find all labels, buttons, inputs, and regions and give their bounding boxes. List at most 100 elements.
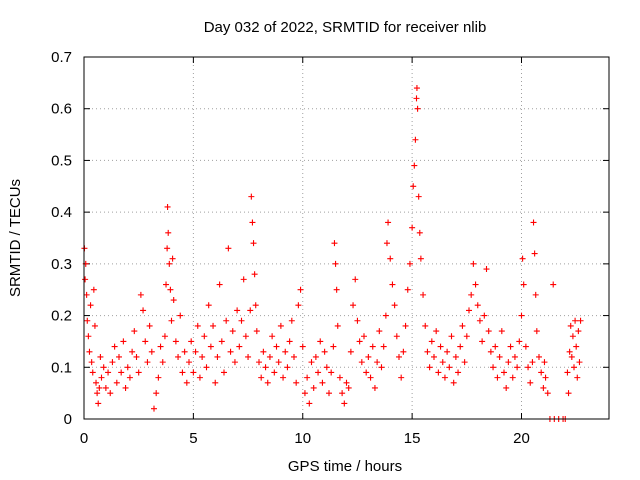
data-point bbox=[116, 353, 122, 360]
y-tick-label: 0 bbox=[64, 411, 72, 428]
x-tick-label: 5 bbox=[189, 430, 197, 447]
data-point bbox=[306, 400, 313, 407]
data-point bbox=[514, 364, 521, 371]
data-point bbox=[273, 343, 280, 350]
data-point bbox=[505, 359, 512, 366]
data-point bbox=[389, 281, 396, 288]
data-point bbox=[479, 338, 486, 345]
data-point bbox=[470, 260, 477, 267]
data-point bbox=[367, 374, 374, 381]
data-point bbox=[446, 364, 453, 371]
data-point bbox=[169, 255, 176, 262]
data-point bbox=[165, 229, 172, 236]
data-point bbox=[468, 291, 475, 298]
data-point bbox=[82, 276, 89, 283]
data-point bbox=[374, 359, 381, 366]
data-point bbox=[572, 317, 579, 324]
data-point bbox=[332, 260, 339, 267]
data-point bbox=[567, 322, 574, 329]
y-tick-label: 0.6 bbox=[51, 101, 72, 118]
data-point bbox=[164, 245, 171, 252]
data-point bbox=[437, 343, 444, 350]
data-point bbox=[212, 379, 219, 386]
data-point bbox=[245, 353, 252, 360]
data-point bbox=[341, 400, 348, 407]
data-point bbox=[576, 359, 583, 366]
data-point bbox=[334, 322, 341, 329]
data-point bbox=[503, 384, 510, 391]
data-point bbox=[269, 333, 276, 340]
data-point bbox=[496, 353, 503, 360]
data-point bbox=[330, 343, 337, 350]
data-point bbox=[288, 317, 295, 324]
data-point bbox=[441, 374, 448, 381]
data-point bbox=[365, 353, 372, 360]
data-point bbox=[507, 343, 514, 350]
data-point bbox=[536, 353, 542, 360]
data-point bbox=[312, 353, 319, 360]
data-point bbox=[225, 245, 232, 252]
data-point bbox=[424, 348, 431, 355]
data-point bbox=[361, 333, 367, 340]
data-point bbox=[216, 281, 223, 288]
data-point bbox=[177, 312, 184, 319]
data-point bbox=[249, 219, 256, 226]
data-point bbox=[533, 328, 540, 335]
data-point bbox=[181, 348, 188, 355]
data-point bbox=[166, 260, 173, 267]
data-point bbox=[450, 379, 457, 386]
data-point bbox=[159, 359, 166, 366]
data-point bbox=[129, 348, 136, 355]
data-point bbox=[297, 286, 304, 293]
data-series-srmtid bbox=[81, 85, 584, 422]
data-point bbox=[376, 328, 383, 335]
data-point bbox=[96, 384, 103, 391]
data-point bbox=[396, 353, 402, 360]
data-point bbox=[295, 302, 302, 309]
data-point bbox=[238, 317, 245, 324]
y-tick-label: 0.2 bbox=[51, 308, 72, 325]
data-point bbox=[319, 379, 326, 386]
data-point bbox=[352, 276, 359, 283]
data-point bbox=[527, 379, 534, 386]
data-point bbox=[566, 348, 573, 355]
data-point bbox=[544, 390, 551, 397]
data-point bbox=[519, 255, 526, 262]
data-point bbox=[522, 343, 529, 350]
data-point bbox=[452, 353, 459, 360]
data-point bbox=[100, 364, 107, 371]
data-point bbox=[299, 343, 306, 350]
data-point bbox=[186, 359, 192, 366]
data-point bbox=[574, 374, 581, 381]
data-point bbox=[196, 374, 203, 381]
data-point bbox=[234, 307, 241, 314]
data-point bbox=[91, 322, 98, 329]
data-point bbox=[118, 369, 125, 376]
data-point bbox=[126, 374, 133, 381]
data-point bbox=[455, 369, 462, 376]
data-point bbox=[83, 291, 90, 298]
data-point bbox=[573, 343, 580, 350]
data-point bbox=[565, 390, 572, 397]
data-point bbox=[402, 322, 409, 329]
data-point bbox=[163, 281, 170, 288]
grid bbox=[84, 57, 609, 419]
data-point bbox=[509, 374, 516, 381]
data-point bbox=[347, 348, 354, 355]
data-point bbox=[247, 307, 254, 314]
data-point bbox=[474, 302, 481, 309]
data-point bbox=[282, 348, 289, 355]
x-tick-labels: 0 5 10 15 20 bbox=[80, 430, 530, 447]
data-point bbox=[221, 369, 227, 376]
data-point bbox=[530, 219, 537, 226]
data-point bbox=[481, 312, 488, 319]
data-point bbox=[84, 317, 91, 324]
data-point bbox=[90, 286, 97, 293]
data-point bbox=[131, 328, 138, 335]
data-point bbox=[354, 317, 361, 324]
data-point bbox=[194, 322, 201, 329]
data-point bbox=[525, 364, 532, 371]
data-point bbox=[435, 369, 442, 376]
data-point bbox=[201, 333, 208, 340]
data-point bbox=[315, 369, 322, 376]
